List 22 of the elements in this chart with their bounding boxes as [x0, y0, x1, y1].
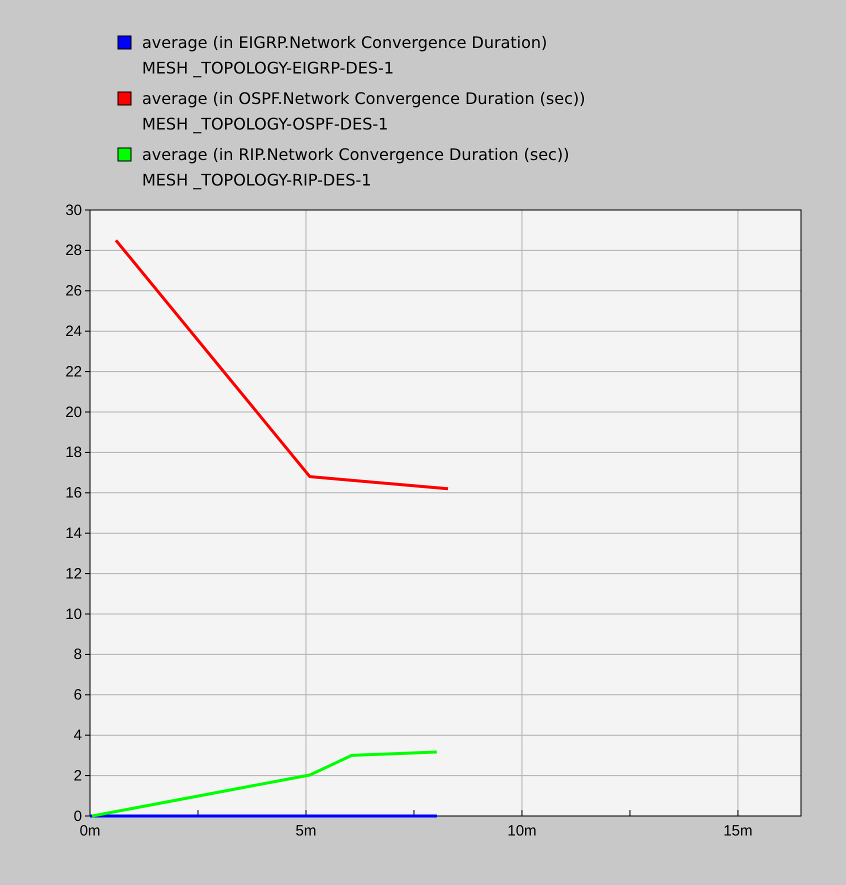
y-tick-label: 12: [65, 565, 82, 582]
y-tick-label: 8: [74, 646, 82, 664]
y-tick-label: 14: [65, 525, 82, 542]
x-tick-label: 0m: [80, 822, 100, 840]
y-tick-label: 4: [74, 727, 82, 744]
y-tick-label: 22: [65, 363, 82, 380]
y-tick-label: 2: [74, 767, 82, 784]
y-tick-label: 10: [65, 606, 82, 623]
x-tick-label: 10m: [507, 822, 537, 840]
y-tick-label: 6: [74, 686, 82, 704]
y-tick-label: 28: [65, 242, 82, 260]
y-tick-label: 24: [65, 323, 82, 340]
y-tick-label: 30: [65, 202, 82, 219]
line-series: [90, 750, 438, 818]
y-tick-label: 20: [65, 404, 82, 421]
x-tick-label: 5m: [296, 822, 316, 840]
y-tick-label: 16: [65, 484, 82, 502]
x-tick-label: 15m: [723, 822, 753, 840]
y-tick-label: 26: [65, 282, 82, 300]
y-tick-label: 0: [74, 808, 82, 825]
legend-label: average (in RIP.Network Convergence Duration (sec)) MESH _TOPOLOGY-RIP-DES-1: [142, 145, 570, 190]
y-tick-label: 18: [65, 444, 82, 462]
